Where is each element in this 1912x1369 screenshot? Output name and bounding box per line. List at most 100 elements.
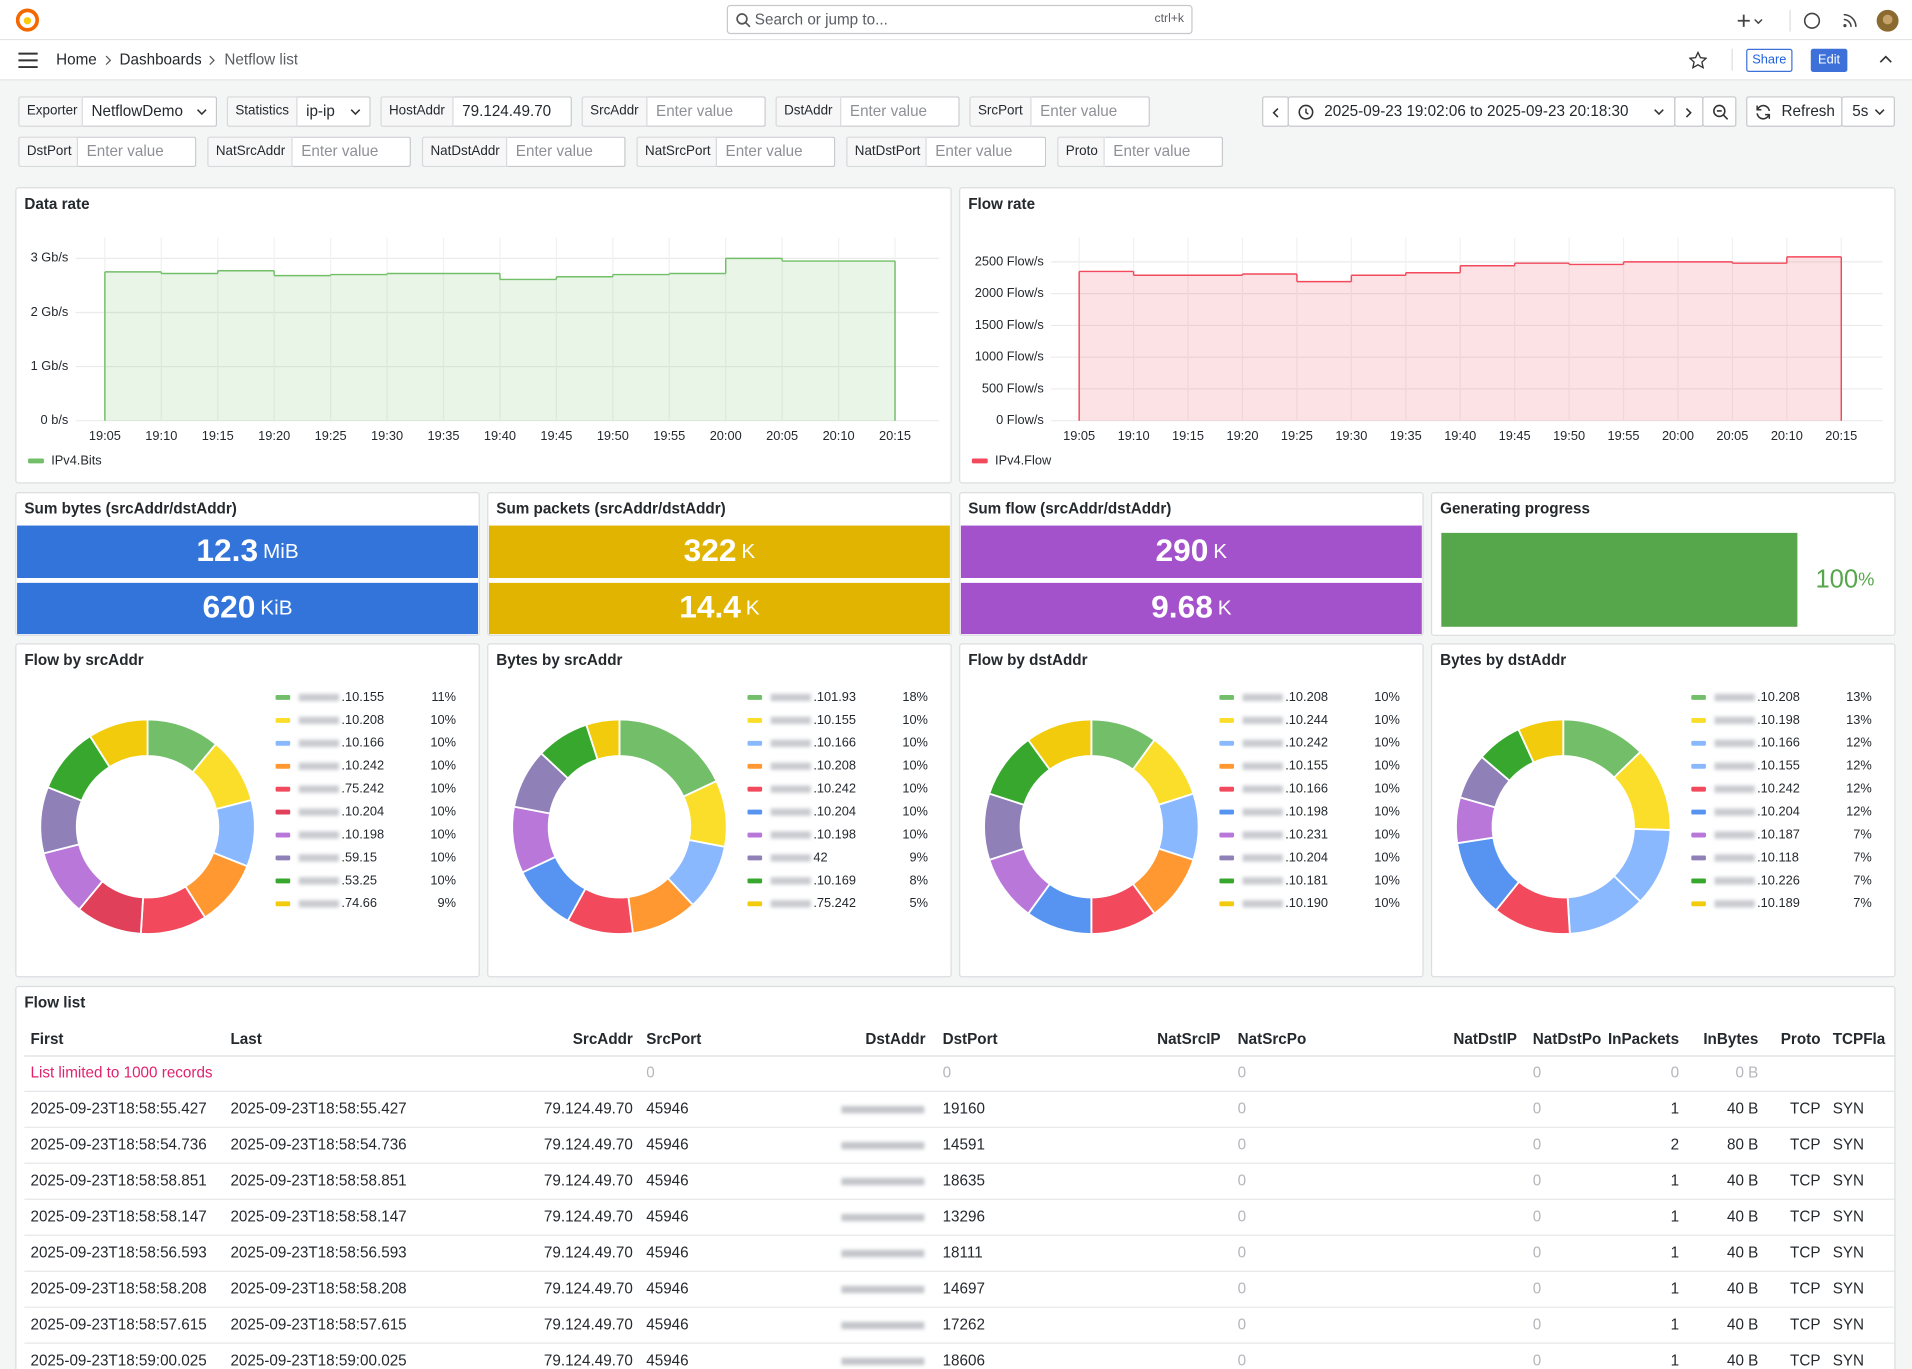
legend-swatch: [276, 856, 291, 861]
legend-redacted: [1243, 763, 1283, 770]
legend-value: 10%: [430, 758, 456, 773]
legend-redacted: [1714, 854, 1754, 861]
y-tick-label: 1500 Flow/s: [975, 317, 1044, 332]
table-cell: 0: [943, 1065, 951, 1082]
variable-input[interactable]: Enter value: [841, 96, 959, 126]
legend-redacted: [1243, 786, 1283, 793]
table-cell: TCP: [1790, 1317, 1820, 1334]
top-icons[interactable]: [1738, 10, 1909, 32]
legend-value: 9%: [909, 849, 928, 864]
table-cell: SYN: [1833, 1137, 1864, 1154]
legend-swatch: [1691, 718, 1706, 723]
table-cell: 45946: [646, 1137, 688, 1154]
variable-input[interactable]: Enter value: [717, 137, 835, 167]
zoom-out[interactable]: [1702, 96, 1736, 126]
legend-label: .10.166: [813, 735, 856, 750]
legend-redacted: [771, 694, 811, 701]
table-cell: 0: [1533, 1281, 1541, 1298]
edit-button[interactable]: Edit: [1811, 49, 1848, 72]
variable-input[interactable]: Enter value: [507, 137, 625, 167]
table-cell: 40 B: [1727, 1317, 1758, 1334]
redacted-cell: [841, 1106, 924, 1113]
legend-swatch: [28, 458, 44, 463]
legend-label: .10.166: [341, 735, 384, 750]
refresh-interval[interactable]: 5s: [1841, 96, 1895, 126]
variable-input[interactable]: Enter value: [647, 96, 765, 126]
time-forward[interactable]: [1674, 96, 1703, 126]
legend-swatch: [747, 901, 762, 906]
legend-swatch: [747, 695, 762, 700]
variable-input[interactable]: Enter value: [293, 137, 411, 167]
chevron: [1685, 107, 1692, 118]
legend-value: 10%: [902, 803, 928, 818]
legend-swatch: [1691, 810, 1706, 815]
table-cell: 45946: [646, 1352, 688, 1369]
table-cell: 2025-09-23T18:58:56.593: [230, 1245, 406, 1262]
variable-input[interactable]: Enter value: [1105, 137, 1223, 167]
legend-swatch: [1691, 833, 1706, 838]
legend-value: 10%: [1374, 758, 1400, 773]
variable-label: Proto: [1057, 137, 1105, 167]
legend-label: .10.226: [1757, 872, 1800, 887]
variable-input[interactable]: Enter value: [1032, 96, 1150, 126]
clock-icon: [1297, 104, 1314, 121]
legend-label: .10.155: [1757, 758, 1800, 773]
legend-swatch: [1219, 741, 1234, 746]
legend-label: .53.25: [341, 872, 377, 887]
table-cell: 2025-09-23T18:58:58.208: [230, 1281, 406, 1298]
search-box[interactable]: Search or jump to... ctrl+k: [727, 5, 1193, 34]
table-cell: 2025-09-23T18:59:00.025: [30, 1352, 206, 1369]
table-cell: 2025-09-23T18:58:55.427: [30, 1101, 206, 1118]
legend-swatch: [276, 878, 291, 883]
table-cell: 0: [1238, 1281, 1246, 1298]
collapse-icon[interactable]: [1879, 55, 1892, 65]
logo[interactable]: [16, 9, 39, 32]
stat-unit: K: [1218, 597, 1232, 620]
column-header: SrcPort: [646, 1031, 701, 1048]
legend-value: 10%: [430, 712, 456, 727]
legend-label: .101.93: [813, 689, 856, 704]
menu-icon[interactable]: [18, 52, 38, 68]
legend-label: .10.118: [1757, 849, 1799, 864]
redacted-cell: [841, 1142, 924, 1149]
legend-redacted: [771, 763, 811, 770]
nav-bar: Home Dashboards Netflow list Share Edit: [0, 40, 1912, 80]
table-cell: 40 B: [1727, 1352, 1758, 1369]
x-tick-label: 20:00: [710, 428, 742, 443]
column-header: Proto: [1781, 1031, 1821, 1048]
y-tick-label: 1000 Flow/s: [975, 349, 1044, 364]
time-range[interactable]: 2025-09-23 19:02:06 to 2025-09-23 20:18:…: [1288, 96, 1676, 126]
y-tick-label: 3 Gb/s: [31, 250, 69, 265]
panel-title: Sum packets (srcAddr/dstAddr): [496, 501, 725, 518]
chevron: [196, 109, 207, 116]
table-cell: 0: [646, 1065, 654, 1082]
legend-redacted: [771, 740, 811, 747]
table-cell: 0 B: [1735, 1065, 1758, 1082]
column-header: SrcAddr: [573, 1031, 633, 1048]
legend-swatch: [747, 878, 762, 883]
stat-value: 322: [684, 532, 737, 568]
breadcrumb[interactable]: Home: [56, 40, 97, 79]
column-header: First: [30, 1031, 63, 1048]
x-tick-label: 19:25: [1281, 428, 1313, 443]
redacted-cell: [841, 1214, 924, 1221]
y-tick-label: 2000 Flow/s: [975, 285, 1044, 300]
variable-input[interactable]: Enter value: [927, 137, 1047, 167]
legend-swatch: [276, 764, 291, 769]
legend-redacted: [1714, 900, 1754, 907]
x-tick-label: 19:30: [371, 428, 403, 443]
legend-value: 10%: [1374, 803, 1400, 818]
legend-swatch: [1691, 764, 1706, 769]
legend-redacted: [1714, 740, 1754, 747]
variable-value[interactable]: 79.124.49.70: [454, 96, 572, 126]
breadcrumb[interactable]: Dashboards: [120, 40, 202, 79]
variable-input[interactable]: Enter value: [78, 137, 196, 167]
share-button[interactable]: Share: [1746, 49, 1792, 72]
legend-redacted: [771, 877, 811, 884]
legend-value: 10%: [430, 735, 456, 750]
legend-redacted: [299, 877, 339, 884]
time-back[interactable]: [1262, 96, 1289, 126]
star-icon[interactable]: [1689, 51, 1707, 69]
chevron: [1874, 109, 1885, 116]
legend-label: .10.242: [341, 758, 384, 773]
